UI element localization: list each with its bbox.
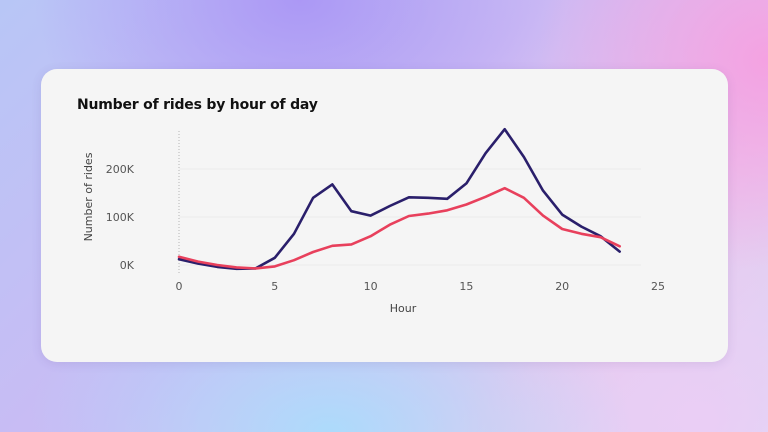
x-tick-label-3: 15 bbox=[459, 280, 473, 293]
chart-title: Number of rides by hour of day bbox=[77, 97, 318, 113]
chart-card: Number of rides by hour of day 0K 100K 200… bbox=[41, 69, 728, 362]
x-tick-label-2: 10 bbox=[364, 280, 378, 293]
series-line-1 bbox=[177, 127, 622, 271]
x-tick-label-0: 0 bbox=[176, 280, 183, 293]
line-chart: 0K 100K 200K 0 5 10 15 20 25 Hour Number of rides bbox=[82, 127, 665, 315]
x-axis-label: Hour bbox=[390, 302, 417, 315]
x-tick-label-4: 20 bbox=[555, 280, 569, 293]
x-tick-label-5: 25 bbox=[651, 280, 665, 293]
y-tick-label-0: 0K bbox=[120, 259, 135, 272]
y-axis-label: Number of rides bbox=[82, 152, 95, 241]
y-tick-label-2: 200K bbox=[106, 163, 135, 176]
y-tick-label-1: 100K bbox=[106, 211, 135, 224]
x-tick-label-1: 5 bbox=[271, 280, 278, 293]
series-line-2 bbox=[177, 186, 622, 270]
